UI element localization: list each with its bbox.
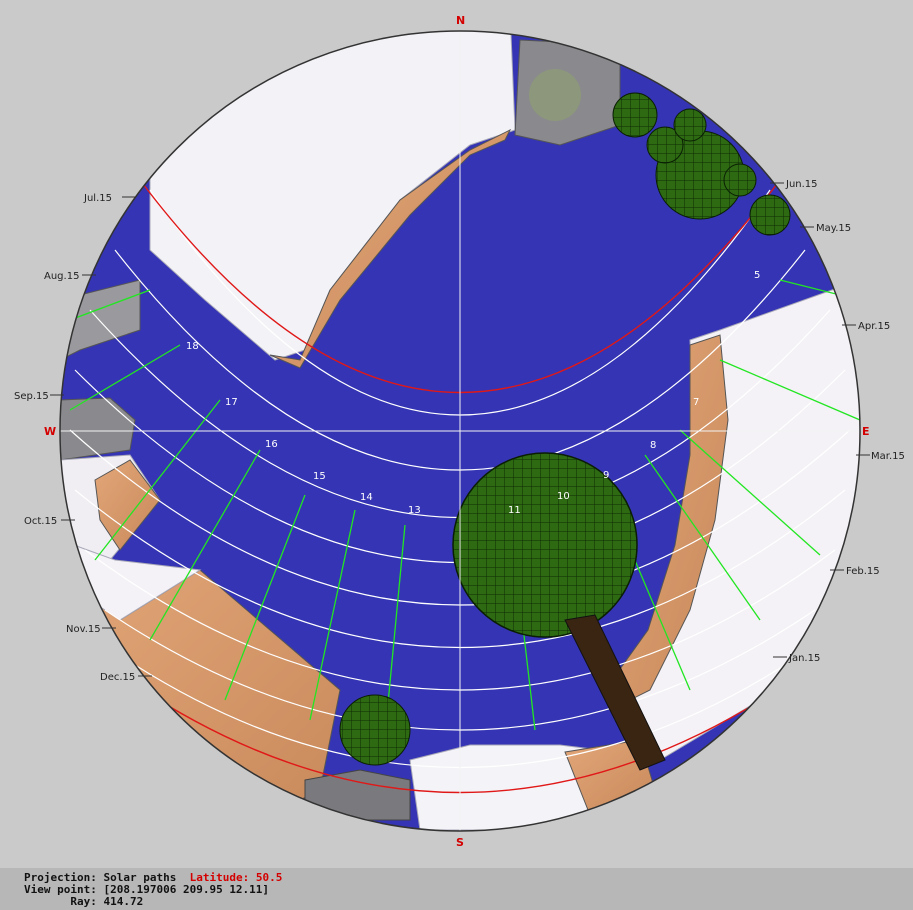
compass-south: S [456,836,464,849]
month-label: May.15 [816,223,851,234]
hour-label: 16 [265,439,278,450]
hour-label: 13 [408,505,421,516]
month-labels: Jul.15 Aug.15 Sep.15 Oct.15 Nov.15 Dec.1… [14,179,905,683]
tree-ne-5 [673,108,707,142]
tree-ne-6 [723,163,757,197]
north-building-wall [269,128,512,369]
projection-row: Projection: Solar paths Latitude: 50.5 [24,872,282,884]
tree-trunk [564,614,666,771]
month-label: Nov.15 [66,624,101,635]
hour-label: 8 [650,440,656,451]
info-bar: Projection: Solar paths Latitude: 50.5 V… [0,868,913,910]
solar-path-viewport[interactable]: 5 7 8 9 10 11 13 14 15 16 17 18 N S E W [0,0,913,868]
latitude-label: Latitude: [189,871,250,884]
viewpoint-value: [208.197006 209.95 12.11] [103,883,270,896]
compass-west: W [44,425,56,438]
month-label: Jun.15 [785,179,818,190]
compass-east: E [862,425,870,438]
hour-label: 5 [754,270,760,281]
trees [339,69,791,771]
west-block-lower [60,397,136,461]
month-label: Mar.15 [871,451,905,462]
hour-label: 14 [360,492,373,503]
month-label: Apr.15 [858,321,890,332]
tree-ne-2 [749,194,791,236]
projection-label: Projection: [24,871,97,884]
ray-row: Ray: 414.72 [24,896,143,908]
sky-dome-diagram: 5 7 8 9 10 11 13 14 15 16 17 18 N S E W [14,14,905,849]
tree-large [452,452,638,638]
south-grey-block [304,769,411,821]
compass-north: N [456,14,465,27]
month-label: Jan.15 [788,653,820,664]
ray-label: Ray: [70,895,97,908]
month-label: Aug.15 [44,271,79,282]
tree-ne-4 [646,126,684,164]
month-label: Dec.15 [100,672,135,683]
month-ticks [50,182,870,677]
hour-label: 10 [557,491,570,502]
projection-value: Solar paths [103,871,177,884]
compass-labels: N S E W [44,14,870,849]
hour-label: 17 [225,397,238,408]
hour-label: 15 [313,471,326,482]
month-label: Sep.15 [14,391,49,402]
month-label: Feb.15 [846,566,880,577]
viewpoint-row: View point: [208.197006 209.95 12.11] [24,884,269,896]
hour-label: 7 [693,397,699,408]
hour-label: 11 [508,505,521,516]
tree-ne-3 [612,92,658,138]
west-wall [94,459,161,551]
month-label: Jul.15 [83,193,112,204]
tree-south [339,694,411,766]
hour-labels: 5 7 8 9 10 11 13 14 15 16 17 18 [186,270,760,516]
month-label: Oct.15 [24,516,57,527]
horizon-circle [59,30,861,832]
ray-value: 414.72 [103,895,144,908]
sky-dome: 5 7 8 9 10 11 13 14 15 16 17 18 [60,31,860,831]
hour-label: 9 [603,470,609,481]
viewpoint-label: View point: [24,883,97,896]
hour-label: 18 [186,341,199,352]
latitude-value: 50.5 [255,871,283,884]
tree-ne-7 [529,69,581,121]
